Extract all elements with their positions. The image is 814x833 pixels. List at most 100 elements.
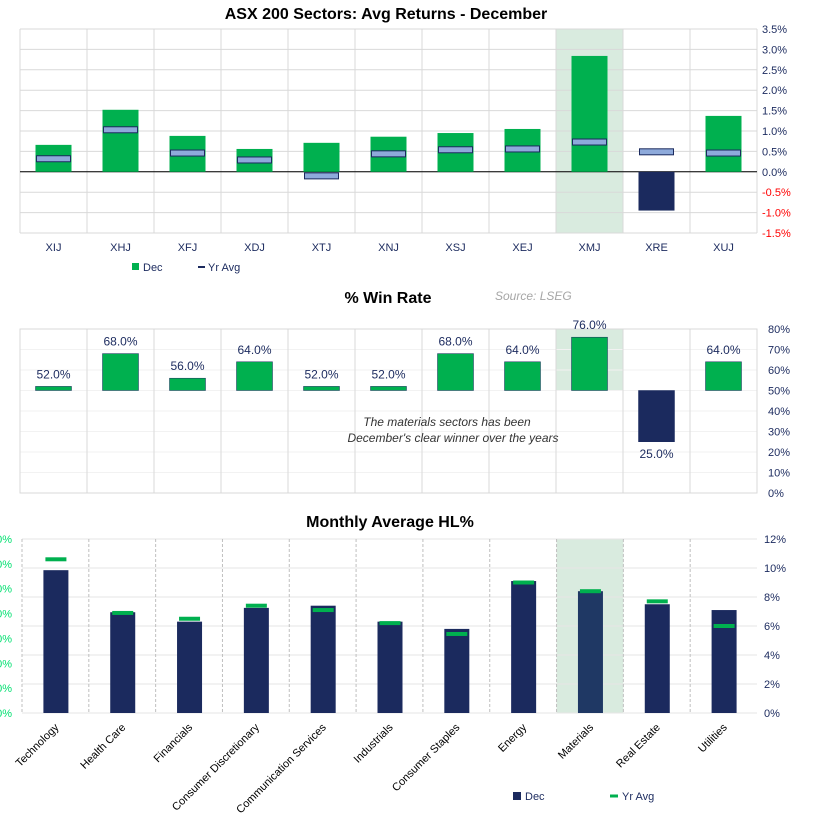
chart2-title: % Win Rate bbox=[345, 290, 432, 307]
y-tick-label: 2.5% bbox=[762, 65, 787, 77]
left-y-tick-label: 0% bbox=[0, 584, 12, 596]
data-label: 52.0% bbox=[36, 367, 70, 381]
y-tick-label: 4% bbox=[764, 650, 780, 662]
x-tick-label: XIJ bbox=[46, 242, 62, 254]
data-label: 76.0% bbox=[572, 318, 606, 332]
y-tick-label: 0.5% bbox=[762, 146, 787, 158]
yr-avg-marker bbox=[379, 621, 401, 626]
yr-avg-marker bbox=[438, 146, 473, 154]
data-label: 68.0% bbox=[103, 335, 137, 349]
x-tick-label: Energy bbox=[496, 721, 529, 754]
x-tick-label: Health Care bbox=[78, 722, 128, 772]
win-rate-bar bbox=[571, 336, 608, 391]
dec-bar bbox=[571, 55, 608, 172]
annotation-line-2: December's clear winner over the years bbox=[347, 431, 558, 445]
x-tick-label: XSJ bbox=[445, 242, 465, 254]
y-tick-label: 10% bbox=[768, 468, 790, 480]
source-label: Source: LSEG bbox=[495, 289, 572, 303]
dec-bar bbox=[644, 604, 670, 713]
dec-bar bbox=[243, 607, 269, 713]
yr-avg-marker bbox=[45, 557, 67, 562]
x-tick-label: XDJ bbox=[244, 242, 265, 254]
x-tick-label: XEJ bbox=[512, 242, 532, 254]
legend-dec-swatch bbox=[132, 263, 139, 270]
x-tick-label: Industrials bbox=[352, 721, 396, 765]
y-tick-label: 50% bbox=[768, 386, 790, 398]
x-tick-label: XMJ bbox=[579, 242, 601, 254]
x-tick-label: XHJ bbox=[110, 242, 131, 254]
data-label: 68.0% bbox=[438, 335, 472, 349]
x-tick-label: XNJ bbox=[378, 242, 399, 254]
yr-avg-marker bbox=[646, 599, 668, 604]
y-tick-label: -0.5% bbox=[762, 187, 791, 199]
win-rate-bar bbox=[35, 386, 72, 391]
annotation-line-1: The materials sectors has been bbox=[363, 415, 531, 429]
y-tick-label: 30% bbox=[768, 427, 790, 439]
y-tick-label: 1.0% bbox=[762, 126, 787, 138]
plot-border bbox=[19, 328, 758, 494]
y-tick-label: 6% bbox=[764, 621, 780, 633]
left-y-tick-label: 0% bbox=[0, 683, 12, 695]
yr-avg-marker bbox=[639, 148, 674, 156]
y-tick-label: 12% bbox=[764, 534, 786, 546]
dec-bar bbox=[43, 570, 69, 713]
x-tick-label: Technology bbox=[14, 721, 62, 769]
yr-avg-marker bbox=[304, 172, 339, 180]
y-tick-label: 1.5% bbox=[762, 106, 787, 118]
yr-avg-marker bbox=[446, 631, 468, 636]
y-tick-label: -1.0% bbox=[762, 208, 791, 220]
yr-avg-marker bbox=[513, 580, 535, 585]
left-y-tick-label: 0% bbox=[0, 609, 12, 621]
dec-bar bbox=[303, 142, 340, 172]
win-rate-bar bbox=[705, 361, 742, 391]
left-y-tick-label: 0% bbox=[0, 534, 12, 546]
y-tick-label: 8% bbox=[764, 592, 780, 604]
win-rate-bar bbox=[370, 386, 407, 391]
yr-avg-marker bbox=[706, 149, 741, 157]
dec-bar bbox=[310, 605, 336, 713]
y-tick-label: 0.0% bbox=[762, 167, 787, 179]
y-tick-label: 80% bbox=[768, 324, 790, 336]
x-tick-label: XRE bbox=[645, 242, 668, 254]
yr-avg-marker bbox=[170, 149, 205, 157]
x-tick-label: Utilities bbox=[696, 721, 730, 755]
y-tick-label: 3.5% bbox=[762, 24, 787, 36]
data-label: 64.0% bbox=[237, 343, 271, 357]
yr-avg-marker bbox=[179, 616, 201, 621]
yr-avg-marker bbox=[572, 138, 607, 146]
data-label: 52.0% bbox=[371, 367, 405, 381]
x-tick-label: XUJ bbox=[713, 242, 734, 254]
legend3-dec-swatch bbox=[513, 792, 521, 800]
win-rate-bar bbox=[236, 361, 273, 391]
yr-avg-marker bbox=[103, 126, 138, 134]
yr-avg-marker bbox=[245, 603, 267, 608]
left-y-tick-label: 0% bbox=[0, 633, 12, 645]
dec-bar bbox=[177, 621, 203, 713]
dec-bar bbox=[444, 628, 470, 713]
win-rate-bar bbox=[169, 377, 206, 391]
left-y-tick-label: 0% bbox=[0, 658, 12, 670]
win-rate-bar bbox=[504, 361, 541, 391]
left-y-tick-label: 0% bbox=[0, 708, 12, 720]
yr-avg-marker bbox=[112, 610, 134, 615]
yr-avg-marker bbox=[237, 156, 272, 164]
x-tick-label: Real Estate bbox=[614, 722, 663, 771]
y-tick-label: 10% bbox=[764, 563, 786, 575]
legend-dec-label: Dec bbox=[143, 262, 163, 274]
dec-bar bbox=[377, 621, 403, 713]
y-tick-label: 2.0% bbox=[762, 85, 787, 97]
legend3-dec-label: Dec bbox=[525, 791, 545, 803]
x-tick-label: XTJ bbox=[312, 242, 332, 254]
dec-bar bbox=[511, 581, 537, 713]
y-tick-label: 20% bbox=[768, 447, 790, 459]
data-label: 64.0% bbox=[505, 343, 539, 357]
data-label: 25.0% bbox=[639, 447, 673, 461]
y-tick-label: 2% bbox=[764, 679, 780, 691]
y-tick-label: 40% bbox=[768, 406, 790, 418]
y-tick-label: -1.5% bbox=[762, 228, 791, 240]
win-rate-bar bbox=[102, 353, 139, 391]
y-tick-label: 0% bbox=[764, 708, 780, 720]
yr-avg-marker bbox=[36, 155, 71, 163]
y-tick-label: 70% bbox=[768, 345, 790, 357]
